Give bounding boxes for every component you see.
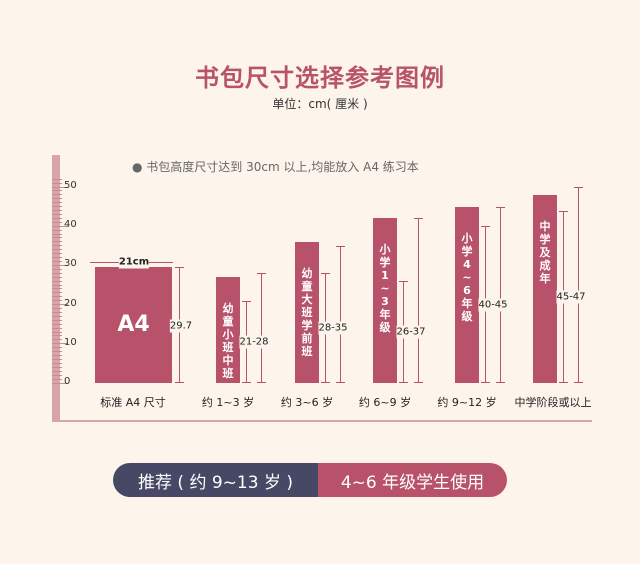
banner-left: 推荐 ( 约 9~13 岁 ) (113, 463, 318, 497)
bag-bar: 中学及成年 (533, 194, 557, 383)
ruler-tick (52, 281, 62, 282)
bag-bar: 幼童大班学前班 (295, 241, 319, 383)
ruler-tick (52, 277, 62, 278)
ruler-tick (52, 261, 62, 262)
ruler-tick (52, 285, 62, 286)
max-range-line (574, 187, 583, 383)
ruler-tick (52, 214, 62, 215)
ruler-tick (52, 371, 62, 372)
ruler-tick (52, 367, 62, 368)
ruler-tick (52, 339, 62, 340)
ruler-tick (52, 226, 68, 227)
ruler-tick (52, 210, 62, 211)
a4-bar: A4 (95, 266, 172, 383)
ruler-tick (52, 332, 62, 333)
range-label: 21-28 (239, 335, 269, 349)
bar-text: 中学及成年 (539, 219, 551, 285)
ruler-tick (52, 379, 62, 380)
banner-right: 4~6 年级学生使用 (318, 463, 507, 497)
bar-text: 小学 4~6 年级 (461, 231, 473, 323)
note-text: 书包高度尺寸达到 30cm 以上,均能放入 A4 练习本 (146, 160, 419, 174)
max-range-line (496, 206, 505, 384)
unit-label: 单位：cm( 厘米 ) (272, 97, 368, 111)
page-title: 书包尺寸选择参考图例 (195, 64, 445, 92)
ruler-tick (52, 234, 62, 235)
ruler-tick (52, 194, 62, 195)
bar-text: 小学 1~3 年级 (379, 243, 391, 335)
ruler-tick (52, 308, 62, 309)
tick-label: 0 (64, 376, 71, 387)
category-label: 约 9~12 岁 (437, 396, 497, 409)
ruler-tick (52, 249, 62, 250)
bag-bar: 幼童小班 中班 (216, 277, 240, 383)
ruler-tick (52, 253, 62, 254)
range-label: 45-47 (556, 290, 586, 304)
ruler-tick (52, 230, 62, 231)
ruler-tick (52, 320, 62, 321)
ruler-tick (52, 312, 62, 313)
ruler-tick (52, 198, 62, 199)
ruler-tick (52, 187, 68, 188)
category-label: 约 6~9 岁 (358, 396, 412, 409)
ruler-tick (52, 296, 62, 297)
ruler-tick (52, 183, 62, 184)
category-label: 标准 A4 尺寸 (100, 396, 166, 409)
ruler-tick (52, 257, 62, 258)
ruler-tick (52, 300, 62, 301)
tick-label: 30 (64, 258, 77, 270)
max-range-line (414, 218, 423, 383)
bar-text: 幼童小班 中班 (222, 302, 234, 381)
ruler-tick (52, 351, 62, 352)
tick-label: 10 (64, 336, 77, 348)
ruler-tick (52, 241, 62, 242)
ruler-tick (52, 179, 62, 180)
tick-label: 50 (64, 180, 77, 191)
bag-bar: 小学 4~6 年级 (455, 206, 479, 383)
ruler-tick (52, 316, 62, 317)
tick-label: 20 (64, 297, 77, 309)
bag-bar: 小学 1~3 年级 (373, 218, 397, 383)
baseline (52, 420, 592, 422)
ruler-tick (52, 375, 62, 376)
ruler-tick (52, 245, 62, 246)
recommendation-banner: 推荐 ( 约 9~13 岁 ) 4~6 年级学生使用 (113, 463, 507, 497)
a4-height-label: 29.7 (169, 319, 193, 333)
ruler-tick (52, 347, 62, 348)
ruler-tick (52, 218, 62, 219)
ruler-tick (52, 363, 62, 364)
ruler-tick (52, 237, 62, 238)
ruler-tick (52, 265, 68, 266)
max-range-line (257, 273, 266, 383)
ruler-tick (52, 359, 62, 360)
category-label: 约 1~3 岁 (201, 396, 255, 409)
ruler-tick (52, 343, 68, 344)
range-label: 26-37 (396, 325, 426, 339)
range-label: 40-45 (478, 298, 508, 312)
ruler-tick (52, 335, 62, 336)
ruler-tick (52, 190, 62, 191)
a4-width-label: 21cm (118, 255, 150, 269)
ruler-tick (52, 269, 62, 270)
ruler-tick (52, 328, 62, 329)
max-range-line (336, 245, 345, 384)
range-label: 28-35 (318, 321, 348, 335)
note: ● 书包高度尺寸达到 30cm 以上,均能放入 A4 练习本 (132, 160, 419, 174)
bar-text: 幼童大班学前班 (301, 266, 313, 358)
ruler-tick (52, 273, 62, 274)
tick-label: 40 (64, 219, 77, 231)
ruler-tick (52, 304, 68, 305)
ruler-tick (52, 383, 68, 384)
ruler-tick (52, 324, 62, 325)
category-label: 约 3~6 岁 (280, 396, 334, 409)
ruler-tick (52, 202, 62, 203)
ruler-tick (52, 355, 62, 356)
ruler-tick (52, 288, 62, 289)
ruler-tick (52, 206, 62, 207)
category-label: 中学阶段或以上 (514, 396, 592, 409)
ruler-tick (52, 292, 62, 293)
ruler-tick (52, 222, 62, 223)
